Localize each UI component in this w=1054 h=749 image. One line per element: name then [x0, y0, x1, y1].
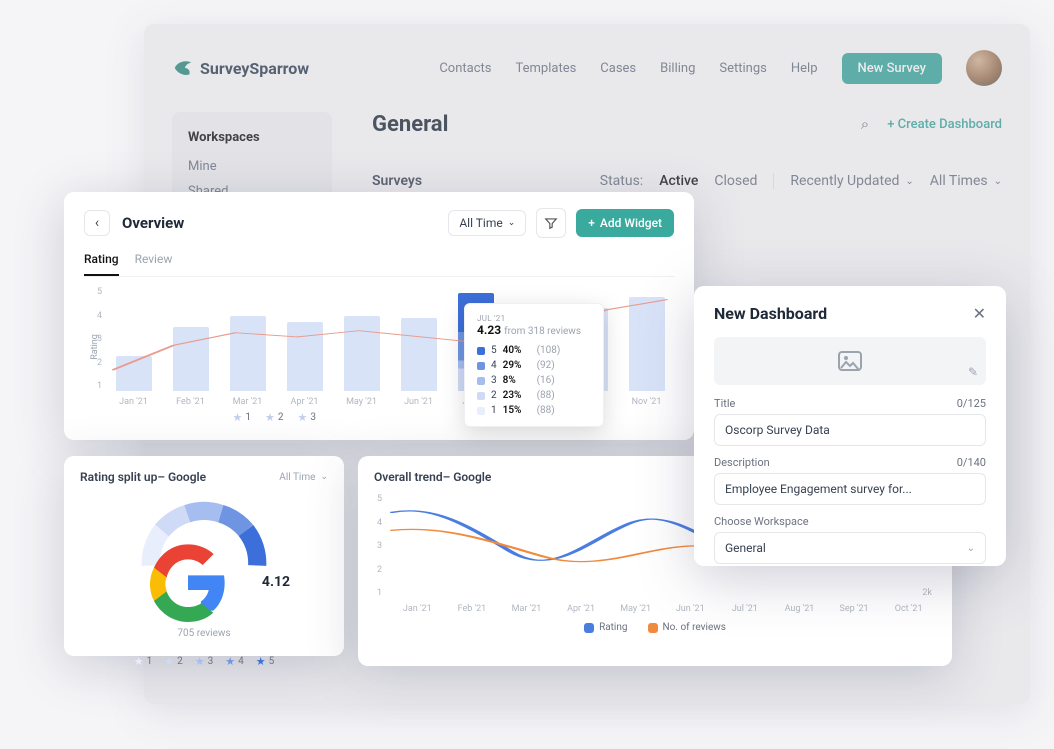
nav-contacts[interactable]: Contacts	[439, 61, 491, 76]
search-icon[interactable]: ⌕	[861, 115, 869, 133]
overview-card: ‹ Overview All Time⌄ + Add Widget Rating…	[64, 192, 694, 440]
tab-rating[interactable]: Rating	[84, 252, 119, 276]
desc-counter: 0/140	[957, 456, 986, 469]
y-ticks: 54321	[92, 287, 102, 391]
new-dashboard-panel: New Dashboard ✕ ✎ Title 0/125 Description…	[694, 286, 1006, 566]
new-survey-button[interactable]: New Survey	[842, 53, 943, 84]
gauge-value: 4.12	[118, 542, 290, 622]
split-title: Rating split up– Google	[80, 470, 206, 484]
top-nav: Contacts Templates Cases Billing Setting…	[439, 50, 1002, 86]
overview-tabs: Rating Review	[84, 252, 674, 277]
legend-reviews: No. of reviews	[663, 622, 726, 633]
back-button[interactable]: ‹	[84, 210, 110, 236]
nav-settings[interactable]: Settings	[719, 61, 766, 76]
brand-logo[interactable]: SurveySparrow	[172, 57, 309, 79]
sort-dropdown[interactable]: Recently Updated ⌄	[773, 173, 913, 189]
trend-x-ticks: Jan '21Feb '21Mar '21Apr '21May '21Jun '…	[390, 604, 936, 614]
gauge-sub: 705 reviews	[118, 628, 290, 639]
desc-input[interactable]	[714, 473, 986, 505]
time-filter-dropdown[interactable]: All Time⌄	[448, 210, 526, 236]
image-icon	[838, 351, 862, 371]
status-closed[interactable]: Closed	[714, 173, 757, 189]
overview-title: Overview	[122, 214, 184, 232]
trend-title: Overall trend– Google	[374, 470, 491, 484]
surveys-filter-row: Surveys Status: Active Closed Recently U…	[372, 173, 1002, 189]
page-toolbar: ⌕ + Create Dashboard	[372, 115, 1002, 133]
trend-y2-label: 2k	[922, 588, 932, 598]
brand-name: SurveySparrow	[200, 59, 309, 78]
workspace-label: Choose Workspace	[714, 515, 809, 528]
rating-chart: Rating 54321 Jan '21Feb '21Mar '21Apr '2…	[84, 287, 674, 407]
create-dashboard-link[interactable]: + Create Dashboard	[887, 117, 1002, 132]
surveys-heading: Surveys	[372, 173, 422, 189]
rating-split-card: Rating split up– Google All Time ⌄ 4.12 …	[64, 456, 344, 656]
workspace-select[interactable]: General⌄	[714, 532, 986, 564]
gauge: 4.12 705 reviews	[80, 494, 328, 639]
new-dashboard-heading: New Dashboard	[714, 304, 827, 323]
nav-templates[interactable]: Templates	[515, 61, 576, 76]
desc-label: Description	[714, 456, 770, 469]
edit-image-icon[interactable]: ✎	[968, 365, 978, 379]
trend-y-ticks: 54321	[372, 494, 382, 598]
tooltip-rows: 540%(108)429%(92)38%(16)223%(88)115%(88)	[477, 345, 591, 416]
google-icon	[118, 542, 258, 622]
status-active[interactable]: Active	[659, 173, 698, 189]
legend-rating: Rating	[599, 622, 627, 633]
image-dropzone[interactable]: ✎	[714, 337, 986, 385]
split-legend: ★1 ★2 ★3 ★4 ★5	[80, 655, 328, 668]
title-label: Title	[714, 397, 735, 410]
title-counter: 0/125	[957, 397, 986, 410]
nav-help[interactable]: Help	[791, 61, 818, 76]
nav-billing[interactable]: Billing	[660, 61, 695, 76]
tab-review[interactable]: Review	[135, 252, 173, 276]
tooltip-score: 4.23 from 318 reviews	[477, 323, 591, 337]
sidebar-item-mine[interactable]: Mine	[188, 159, 316, 174]
status-label: Status:	[600, 173, 643, 189]
time-dropdown[interactable]: All Times ⌄	[930, 173, 1002, 189]
trend-legend: Rating No. of reviews	[374, 622, 936, 633]
title-input[interactable]	[714, 414, 986, 446]
close-icon[interactable]: ✕	[973, 304, 986, 323]
filter-icon[interactable]	[536, 208, 566, 238]
app-header: SurveySparrow Contacts Templates Cases B…	[172, 44, 1002, 92]
sidebar-heading: Workspaces	[188, 130, 316, 145]
nav-cases[interactable]: Cases	[600, 61, 636, 76]
user-avatar[interactable]	[966, 50, 1002, 86]
tooltip-month: JUL '21	[477, 314, 591, 323]
add-widget-button[interactable]: + Add Widget	[576, 209, 674, 237]
split-time-dropdown[interactable]: All Time ⌄	[279, 472, 328, 483]
sparrow-icon	[172, 57, 194, 79]
chart-tooltip: JUL '21 4.23 from 318 reviews 540%(108)4…	[464, 303, 604, 427]
